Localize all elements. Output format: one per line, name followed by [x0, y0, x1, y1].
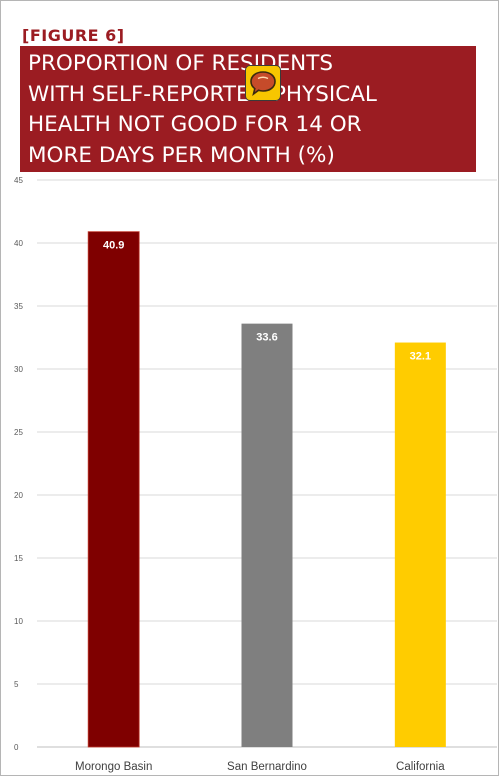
title-banner: PROPORTION OF RESIDENTS WITH SELF-REPORT…: [20, 46, 476, 172]
chart-title: PROPORTION OF RESIDENTS WITH SELF-REPORT…: [28, 51, 377, 168]
y-tick-label: 0: [14, 743, 19, 752]
data-label: 32.1: [410, 351, 431, 363]
x-category-label: Morongo Basin: [75, 761, 152, 773]
y-tick-label: 15: [14, 554, 23, 563]
bar-san-bernardino: [241, 323, 293, 747]
y-tick-label: 30: [14, 365, 23, 374]
bar-california: [394, 342, 446, 747]
figure-label: [FIGURE 6]: [22, 26, 125, 45]
bar-morongo-basin: [87, 231, 140, 748]
y-tick-label: 35: [14, 302, 23, 311]
data-label: 40.9: [103, 240, 124, 252]
data-label: 33.6: [256, 332, 277, 344]
y-tick-label: 40: [14, 239, 23, 248]
y-tick-label: 25: [14, 428, 23, 437]
y-tick-label: 10: [14, 617, 23, 626]
y-tick-label: 45: [14, 176, 23, 185]
speech-bubble-icon[interactable]: [245, 65, 281, 101]
x-category-label: San Bernardino: [227, 761, 307, 773]
y-tick-label: 20: [14, 491, 23, 500]
y-tick-label: 5: [14, 680, 19, 689]
x-category-label: California: [396, 761, 445, 773]
